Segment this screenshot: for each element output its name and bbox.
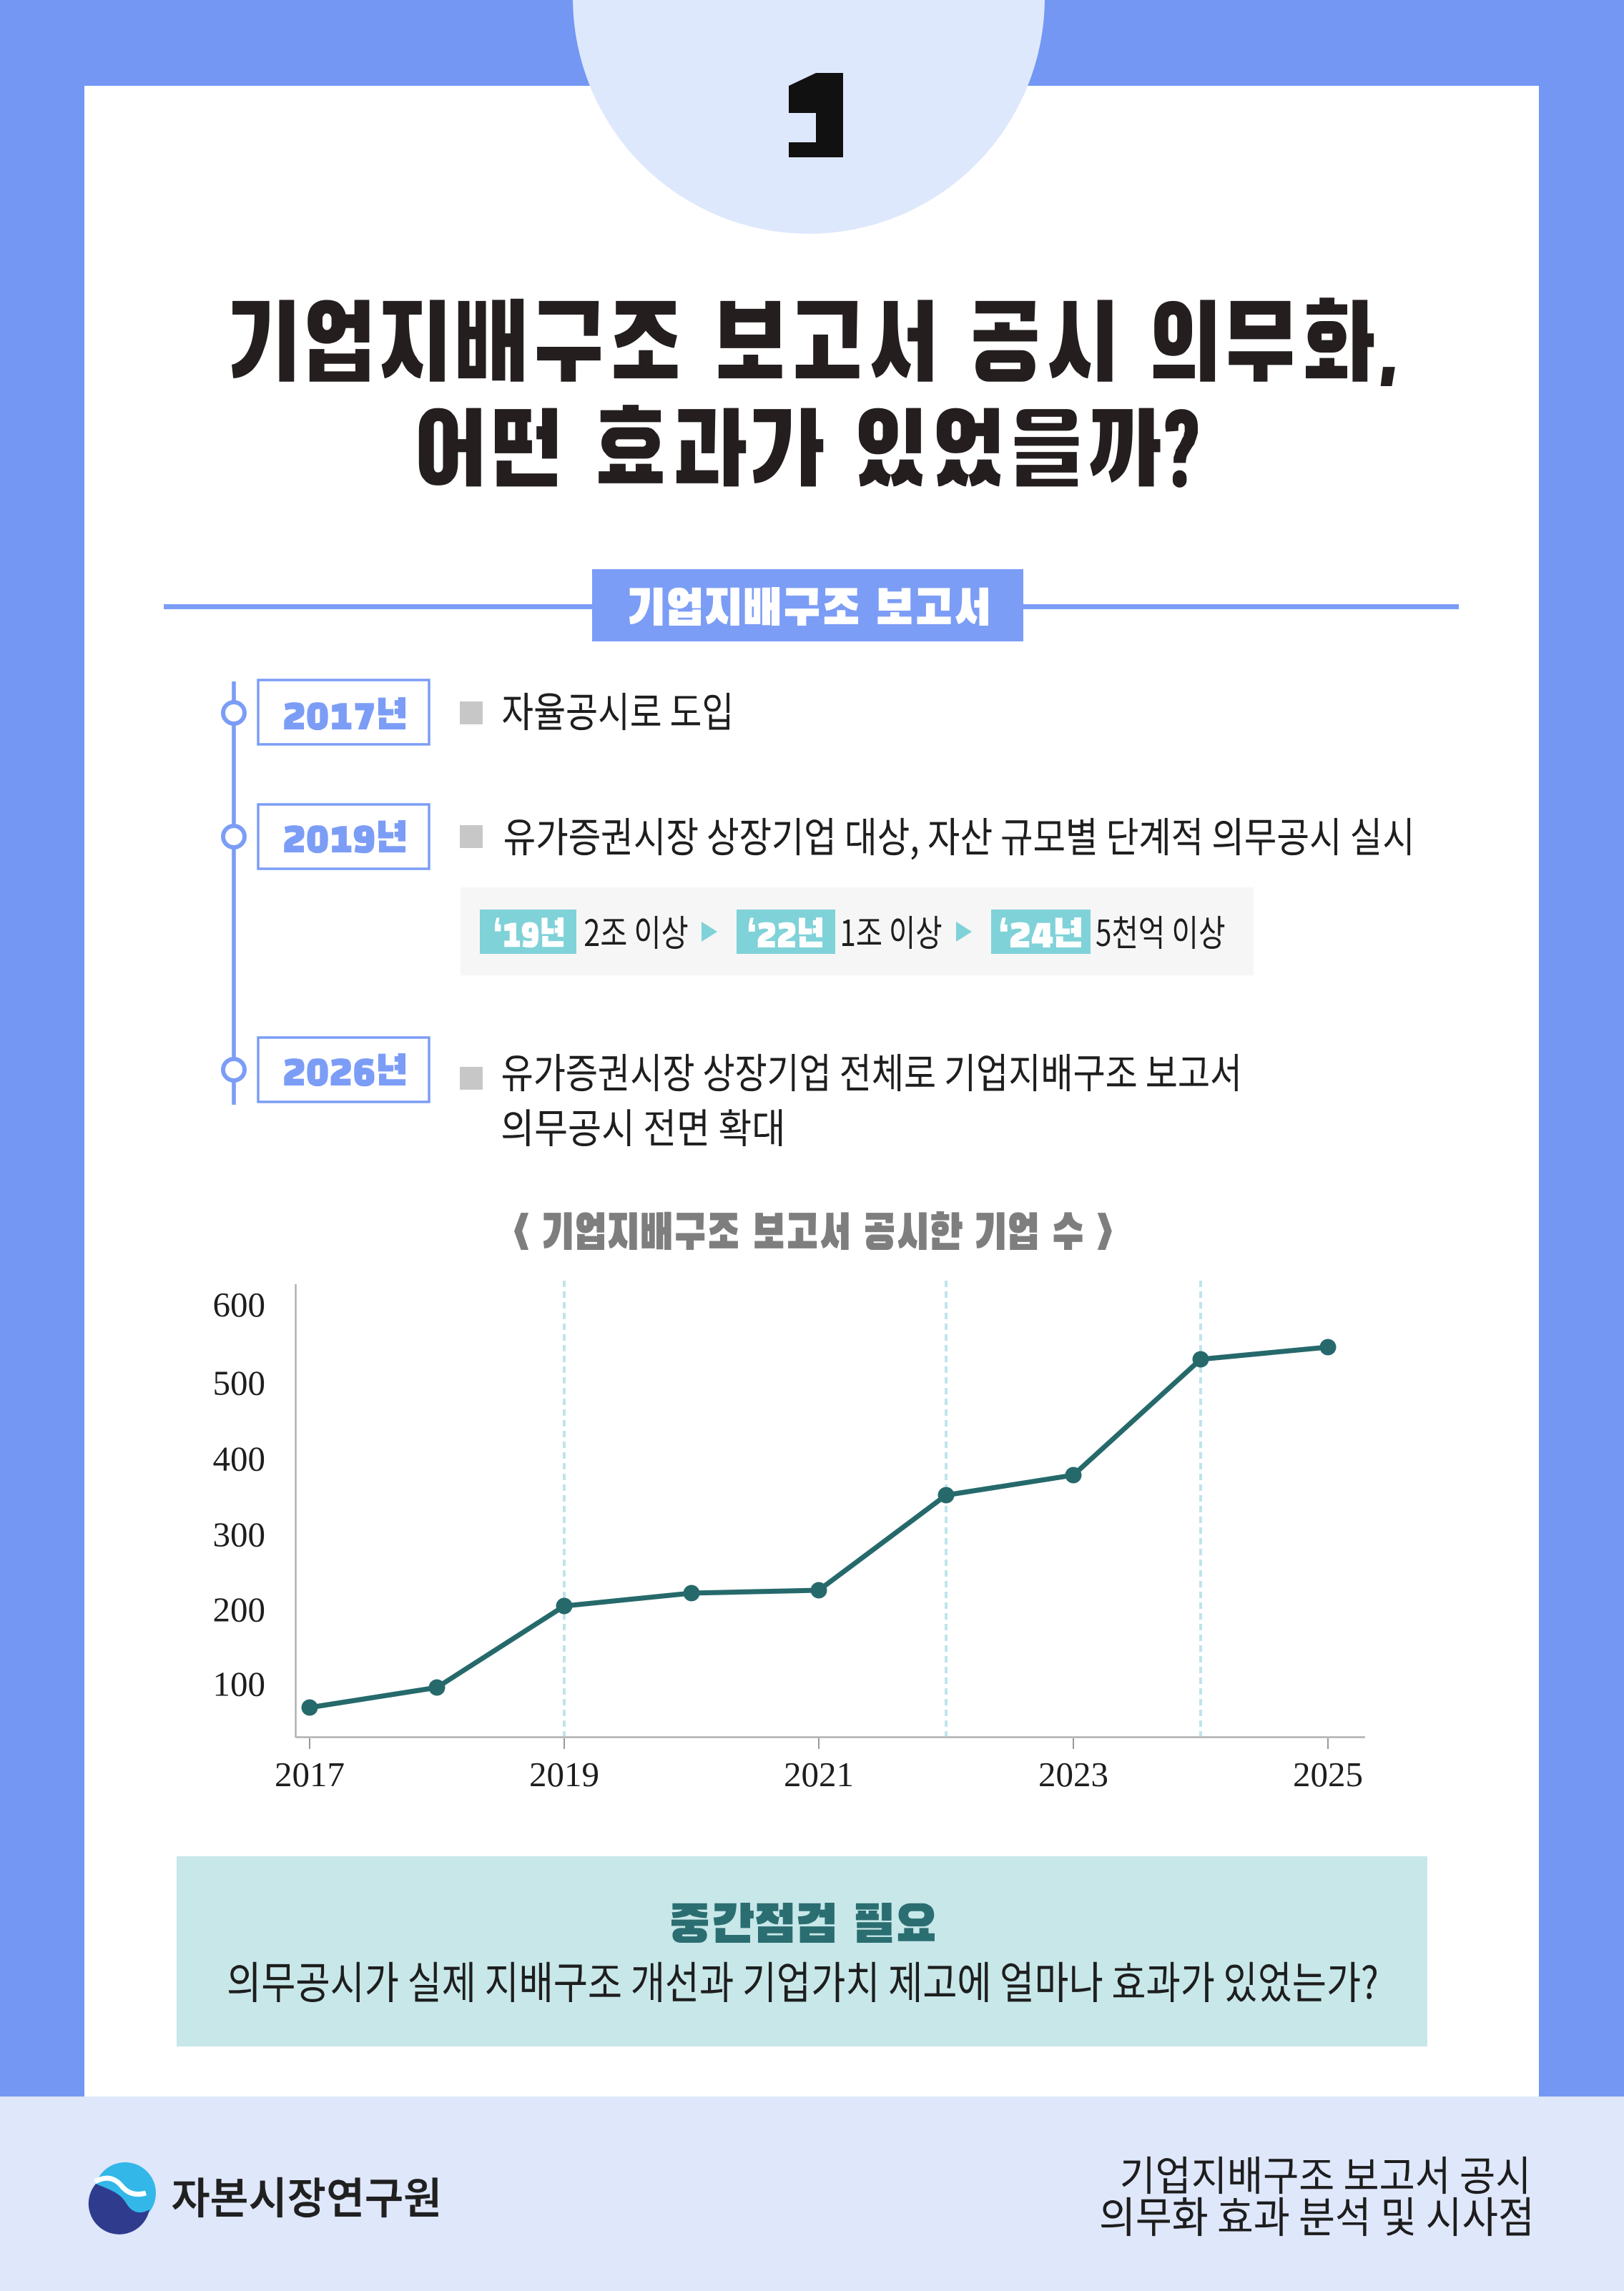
svg-text:600: 600 [213,1285,266,1324]
svg-text:500: 500 [213,1364,266,1403]
svg-text:2023: 2023 [1038,1755,1108,1794]
svg-text:300: 300 [213,1515,266,1555]
svg-text:200: 200 [213,1590,266,1630]
svg-text:2021: 2021 [784,1755,854,1794]
svg-text:2019: 2019 [529,1755,599,1794]
svg-text:2025: 2025 [1293,1755,1363,1794]
svg-text:100: 100 [213,1665,266,1704]
svg-text:400: 400 [213,1439,266,1479]
svg-text:2017: 2017 [275,1755,345,1794]
